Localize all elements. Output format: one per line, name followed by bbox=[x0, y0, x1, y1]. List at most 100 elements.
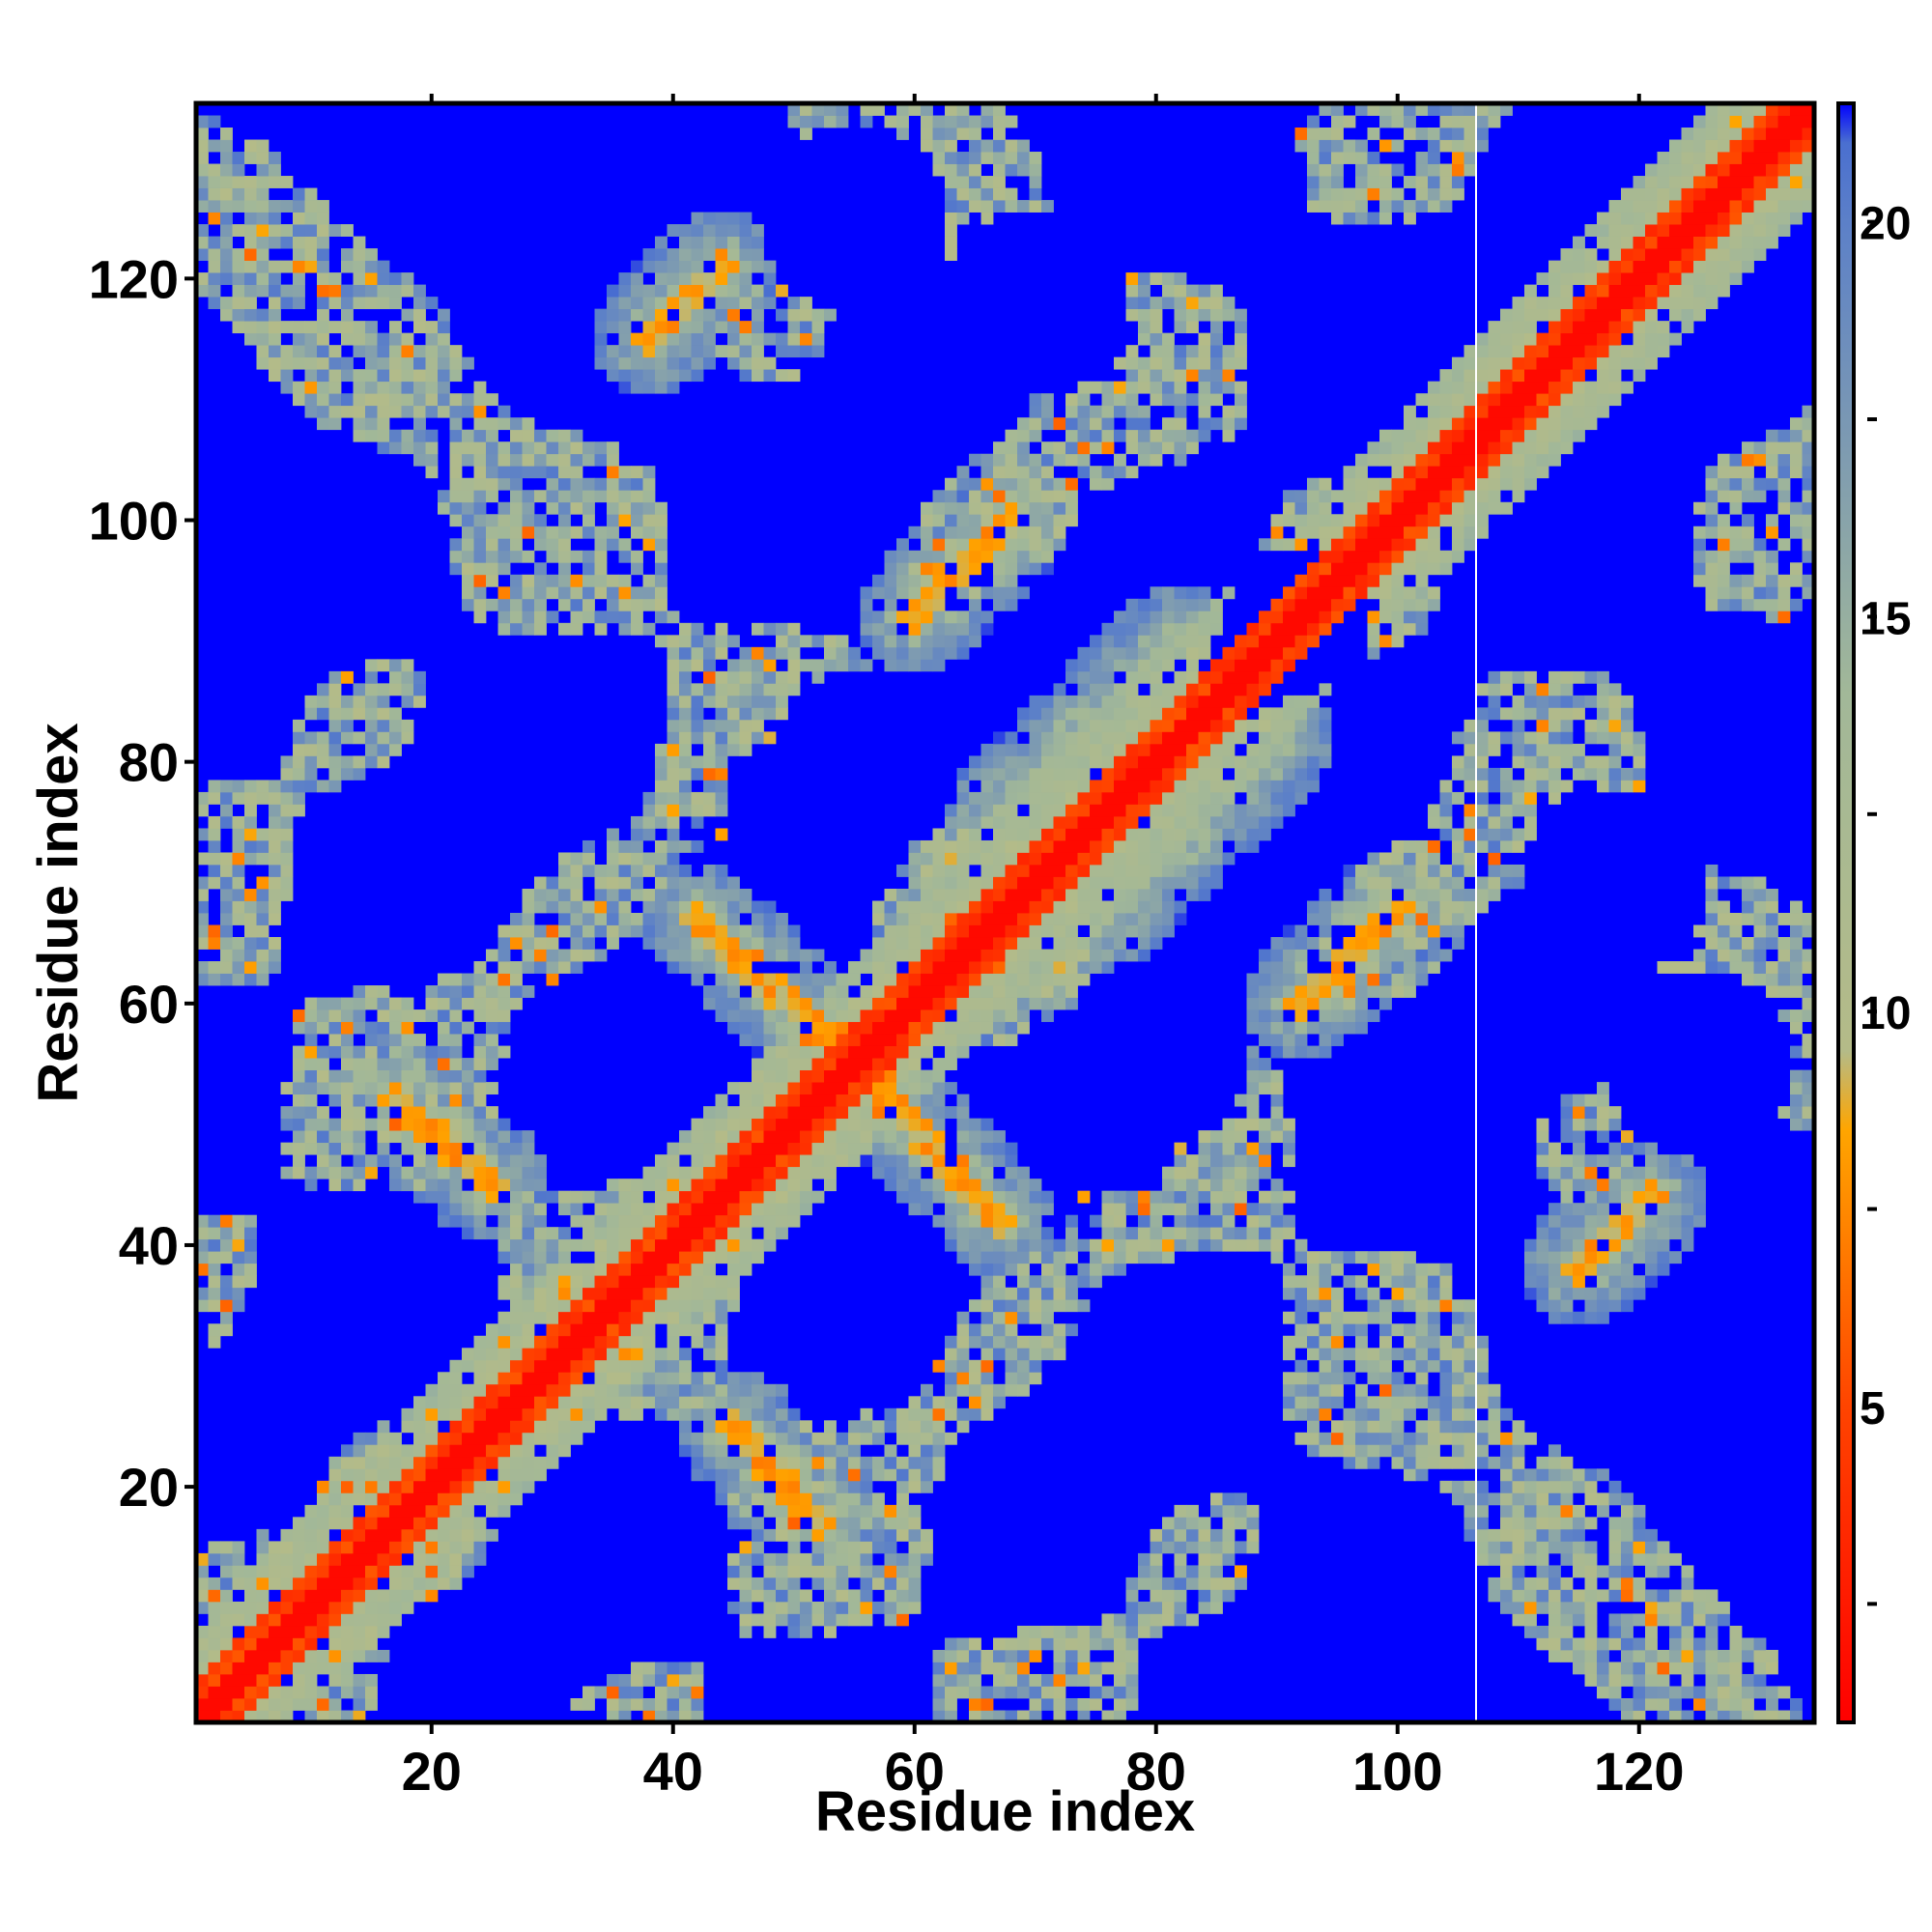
heatmap-cell bbox=[980, 961, 994, 974]
heatmap-cell bbox=[921, 574, 933, 587]
heatmap-cell bbox=[1041, 1275, 1054, 1289]
heatmap-cell bbox=[1017, 441, 1030, 455]
heatmap-cell bbox=[510, 1407, 523, 1421]
heatmap-cell bbox=[317, 1697, 329, 1711]
heatmap-cell bbox=[703, 1179, 716, 1192]
heatmap-cell bbox=[582, 1190, 595, 1204]
heatmap-cell bbox=[956, 1203, 970, 1216]
heatmap-cell bbox=[1114, 1662, 1126, 1675]
heatmap-cell bbox=[703, 804, 716, 817]
heatmap-cell bbox=[293, 1517, 305, 1530]
heatmap-cell bbox=[642, 332, 656, 346]
heatmap-cell bbox=[860, 1492, 873, 1506]
heatmap-cell bbox=[607, 369, 619, 383]
heatmap-cell bbox=[1210, 1577, 1223, 1590]
heatmap-cell bbox=[582, 1407, 595, 1421]
heatmap-cell bbox=[341, 1082, 354, 1095]
heatmap-cell bbox=[921, 1082, 933, 1095]
heatmap-cell bbox=[1017, 200, 1030, 213]
heatmap-cell bbox=[800, 949, 812, 962]
heatmap-cell bbox=[438, 1444, 450, 1458]
heatmap-cell bbox=[1222, 1142, 1236, 1155]
heatmap-cell bbox=[921, 864, 933, 877]
heatmap-cell bbox=[618, 1190, 632, 1204]
heatmap-cell bbox=[1283, 1154, 1295, 1168]
heatmap-cell bbox=[473, 441, 487, 455]
heatmap-cell bbox=[884, 1009, 897, 1022]
heatmap-cell bbox=[1174, 417, 1187, 431]
heatmap-cell bbox=[655, 767, 668, 781]
heatmap-cell bbox=[473, 514, 487, 527]
heatmap-cell bbox=[244, 888, 257, 901]
heatmap-cell bbox=[1125, 1227, 1139, 1240]
heatmap-cell bbox=[715, 961, 728, 974]
heatmap-cell bbox=[921, 1179, 933, 1192]
heatmap-cell bbox=[763, 1058, 777, 1070]
heatmap-cell bbox=[510, 1456, 523, 1469]
heatmap-cell bbox=[232, 152, 245, 164]
heatmap-cell bbox=[269, 937, 281, 950]
heatmap-cell bbox=[1283, 804, 1295, 817]
heatmap-cell bbox=[715, 1323, 728, 1337]
heatmap-cell bbox=[921, 1034, 933, 1046]
heatmap-cell bbox=[800, 997, 812, 1010]
heatmap-cell bbox=[304, 755, 318, 769]
heatmap-cell bbox=[473, 1492, 487, 1506]
heatmap-cell bbox=[438, 1565, 450, 1578]
heatmap-cell bbox=[884, 1577, 897, 1590]
heatmap-cell bbox=[401, 670, 414, 684]
heatmap-cell bbox=[1029, 1251, 1042, 1264]
heatmap-cell bbox=[497, 441, 511, 455]
heatmap-cell bbox=[196, 224, 209, 237]
heatmap-cell bbox=[510, 1166, 523, 1179]
heatmap-cell bbox=[836, 1094, 849, 1107]
heatmap-cell bbox=[389, 1444, 402, 1458]
heatmap-cell bbox=[679, 731, 692, 745]
heatmap-cell bbox=[449, 1468, 463, 1482]
heatmap-cell bbox=[317, 381, 329, 394]
heatmap-cell bbox=[824, 1541, 837, 1554]
heatmap-cell bbox=[908, 1432, 922, 1445]
heatmap-cell bbox=[377, 997, 390, 1010]
heatmap-cell bbox=[341, 224, 354, 237]
heatmap-cell bbox=[896, 1130, 909, 1144]
heatmap-cell bbox=[824, 1094, 837, 1107]
heatmap-cell bbox=[691, 1673, 704, 1687]
heatmap-cell bbox=[1114, 1637, 1126, 1651]
heatmap-cell bbox=[1294, 949, 1308, 962]
heatmap-cell bbox=[921, 1541, 933, 1554]
heatmap-cell bbox=[317, 1517, 329, 1530]
heatmap-cell bbox=[752, 1552, 764, 1566]
heatmap-cell bbox=[522, 1444, 535, 1458]
heatmap-cell bbox=[787, 1444, 801, 1458]
heatmap-cell bbox=[715, 1432, 728, 1445]
heatmap-cell bbox=[341, 248, 354, 261]
heatmap-cell bbox=[607, 586, 619, 600]
heatmap-cell bbox=[256, 791, 270, 805]
heatmap-cell bbox=[244, 176, 257, 188]
heatmap-cell bbox=[377, 297, 390, 310]
heatmap-cell bbox=[691, 260, 704, 273]
heatmap-cell bbox=[1222, 659, 1236, 672]
heatmap-cell bbox=[752, 731, 764, 745]
heatmap-cell bbox=[497, 1372, 511, 1385]
heatmap-cell bbox=[1090, 780, 1102, 793]
heatmap-cell bbox=[921, 1528, 933, 1542]
heatmap-cell bbox=[304, 731, 318, 745]
heatmap-cell bbox=[811, 1045, 825, 1059]
heatmap-cell bbox=[449, 1203, 463, 1216]
heatmap-cell bbox=[1294, 598, 1308, 611]
heatmap-cell bbox=[655, 1673, 668, 1687]
heatmap-cell bbox=[558, 1311, 571, 1324]
heatmap-cell bbox=[293, 1021, 305, 1035]
heatmap-cell bbox=[1162, 1577, 1175, 1590]
heatmap-cell bbox=[449, 1552, 463, 1566]
heatmap-cell bbox=[353, 1480, 366, 1493]
heatmap-cell bbox=[945, 949, 957, 962]
heatmap-cell bbox=[667, 1311, 680, 1324]
heatmap-cell bbox=[884, 1444, 897, 1458]
heatmap-cell bbox=[618, 876, 632, 890]
heatmap-cell bbox=[956, 767, 970, 781]
heatmap-cell bbox=[594, 586, 608, 600]
heatmap-cell bbox=[1017, 852, 1030, 866]
